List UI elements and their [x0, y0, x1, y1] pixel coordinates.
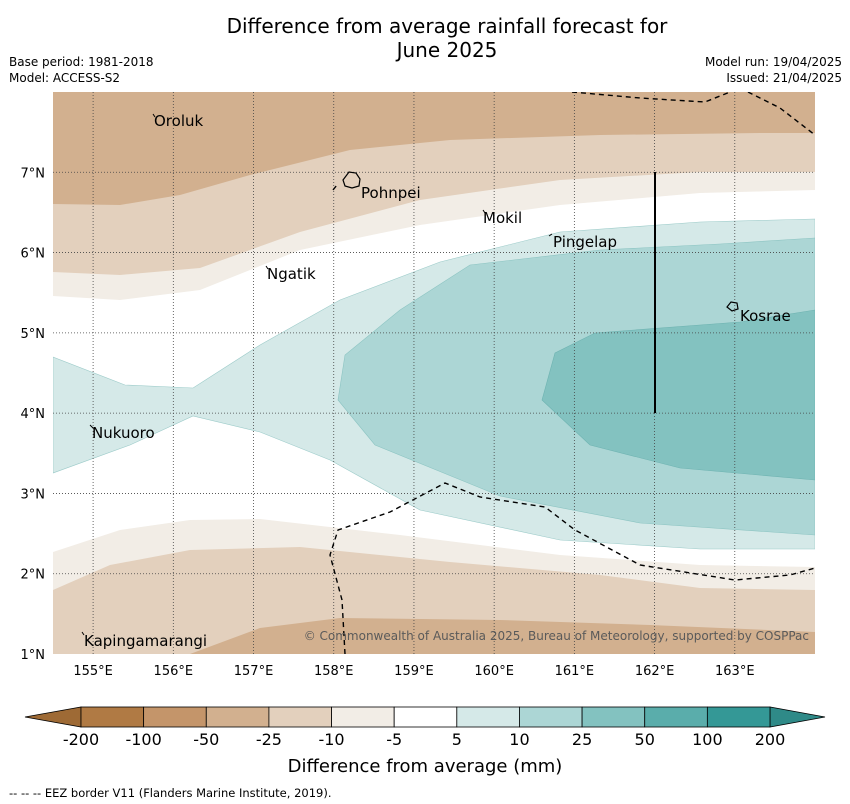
lon-tick-label: 160°E — [474, 664, 514, 679]
lat-tick-label: 4°N — [21, 407, 46, 422]
lat-tick-label: 3°N — [21, 487, 46, 502]
longitude-tick-labels: 155°E 156°E 157°E 158°E 159°E 160°E 161°E 162°E… — [73, 664, 754, 679]
colorbar-tick-label: 100 — [692, 730, 723, 749]
colorbar-segment — [519, 706, 583, 728]
map-title: Difference from average rainfall forecas… — [0, 14, 850, 62]
lat-tick-label: 5°N — [21, 327, 46, 342]
lat-tick-label: 2°N — [21, 568, 46, 583]
colorbar-segment — [456, 706, 520, 728]
meta-right: Model run: 19/04/2025 Issued: 21/04/2025 — [705, 54, 842, 86]
kapingamarangi-mark — [81, 631, 85, 636]
rainfall-field — [53, 92, 815, 654]
lon-tick-label: 156°E — [154, 664, 194, 679]
colorbar-segment — [80, 706, 145, 728]
colorbar-segment — [205, 706, 270, 728]
colorbar-tick-label: 200 — [755, 730, 786, 749]
copyright-notice: © Commonwealth of Australia 2025, Bureau… — [304, 629, 809, 643]
place-kapingamarangi: Kapingamarangi — [84, 632, 207, 650]
title-line-1: Difference from average rainfall forecas… — [226, 14, 668, 38]
colorbar-segment — [268, 706, 332, 728]
colorbar-tick-label: 50 — [635, 730, 655, 749]
colorbar-tick-label: -50 — [193, 730, 219, 749]
lon-tick-label: 161°E — [555, 664, 595, 679]
colorbar-tick-label: 5 — [452, 730, 462, 749]
place-ngatik: Ngatik — [267, 265, 316, 283]
colorbar-tick-label: -5 — [386, 730, 402, 749]
eez-footnote: -- -- -- EEZ border V11 (Flanders Marine… — [9, 786, 332, 800]
kosrae-island-icon — [726, 301, 739, 312]
colorbar-segment — [331, 706, 395, 728]
pohnpei-island-icon — [342, 171, 361, 189]
colorbar-tick-label: -200 — [63, 730, 99, 749]
eez-border — [329, 92, 815, 654]
colorbar-tick-label: 25 — [572, 730, 592, 749]
south-band-minus50 — [190, 618, 815, 654]
colorbar-tick-label: 10 — [509, 730, 529, 749]
lon-tick-label: 162°E — [635, 664, 675, 679]
colorbar-extend-low — [24, 706, 82, 728]
colorbar-title: Difference from average (mm) — [288, 756, 563, 777]
colorbar-tick-label: -100 — [125, 730, 161, 749]
issued-date: Issued: 21/04/2025 — [726, 71, 842, 85]
lat-tick-label: 6°N — [21, 247, 46, 262]
colorbar-tick-label: -10 — [318, 730, 344, 749]
colorbar-segment — [143, 706, 207, 728]
base-period: Base period: 1981-2018 — [9, 55, 154, 69]
latitude-tick-labels: 1°N 2°N 3°N 4°N 5°N 6°N 7°N — [21, 166, 46, 663]
lat-tick-label: 7°N — [21, 166, 46, 181]
gridlines — [53, 92, 815, 654]
colorbar-segment — [581, 706, 646, 728]
mokil-mark — [482, 209, 486, 214]
model-run: Model run: 19/04/2025 — [704, 55, 842, 69]
north-band-minus50 — [53, 92, 815, 205]
lon-tick-label: 157°E — [234, 664, 274, 679]
wet-band-25 — [541, 309, 815, 481]
colorbar-tick-label: -25 — [256, 730, 282, 749]
lon-tick-label: 163°E — [715, 664, 755, 679]
place-labels: Oroluk Pohnpei Mokil Pingelap Ngatik Kos… — [81, 112, 791, 650]
pingelap-mark — [548, 233, 553, 237]
place-oroluk: Oroluk — [154, 112, 203, 130]
lon-tick-label: 155°E — [73, 664, 113, 679]
oroluk-mark — [152, 113, 156, 118]
ngatik-mark — [265, 265, 269, 270]
meta-left: Base period: 1981-2018 Model: ACCESS-S2 — [9, 54, 154, 86]
colorbar-segment — [393, 706, 458, 728]
colorbar-segment — [706, 706, 771, 728]
lat-tick-label: 1°N — [21, 648, 46, 663]
place-pingelap: Pingelap — [553, 233, 617, 251]
place-kosrae: Kosrae — [740, 307, 791, 325]
colorbar-extend-high — [769, 706, 826, 728]
lon-tick-label: 159°E — [394, 664, 434, 679]
nukuoro-mark — [89, 424, 94, 429]
place-nukuoro: Nukuoro — [92, 424, 155, 442]
model-name: Model: ACCESS-S2 — [9, 71, 121, 85]
place-pohnpei: Pohnpei — [361, 184, 421, 202]
colorbar: -200 -100 -50 -25 -10 -5 5 10 25 50 100 200 — [24, 706, 826, 749]
lon-tick-label: 158°E — [314, 664, 354, 679]
title-line-2: June 2025 — [396, 38, 498, 62]
colorbar-segment — [644, 706, 708, 728]
place-mokil: Mokil — [483, 209, 522, 227]
